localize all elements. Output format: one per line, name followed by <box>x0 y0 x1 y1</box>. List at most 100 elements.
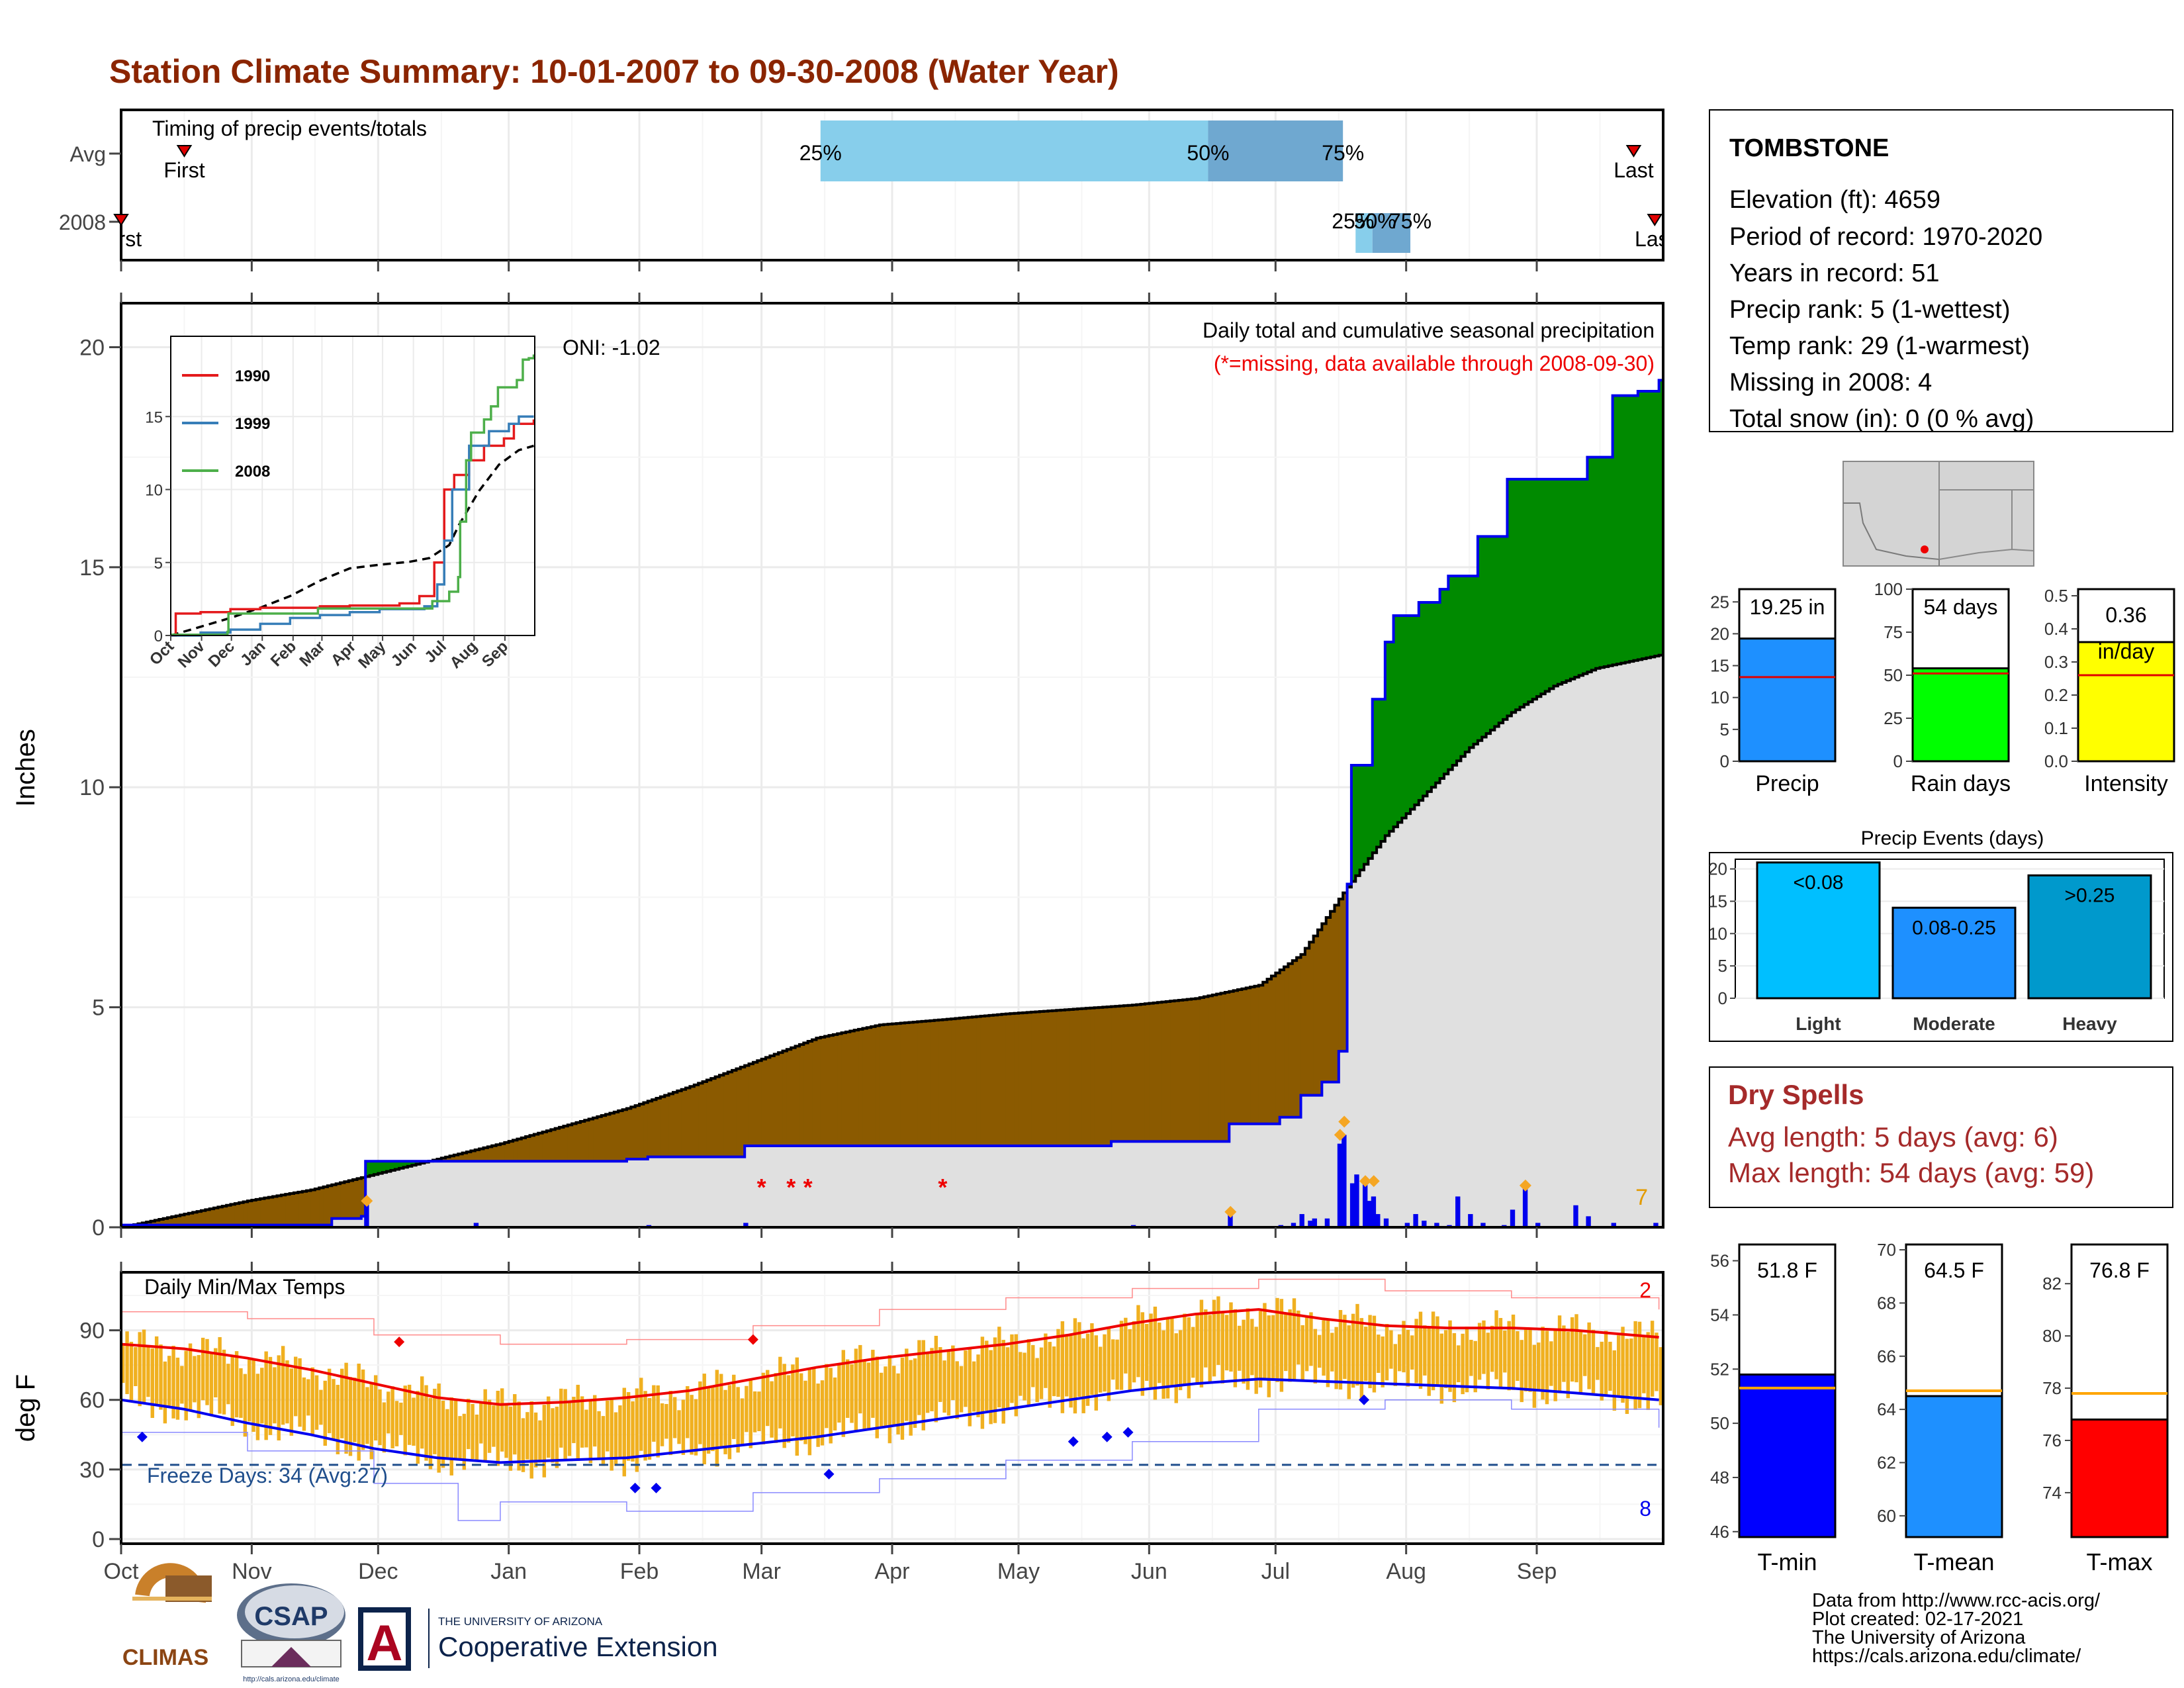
station-line-temp-rank: Temp rank: 29 (1-warmest) <box>1729 332 2030 360</box>
deficit-fill <box>1170 1001 1175 1142</box>
deficit-fill <box>1031 1011 1036 1147</box>
record-high-marker <box>394 1336 405 1348</box>
deficit-fill <box>314 1188 320 1225</box>
month-label: Nov <box>232 1559 271 1584</box>
timing-avg-q50-label: 50% <box>1187 141 1229 165</box>
temp-top-count: 2 <box>1639 1278 1651 1302</box>
daily-temp-range-bar <box>433 1388 437 1454</box>
deficit-fill <box>310 1190 316 1225</box>
surplus-fill <box>1629 395 1635 662</box>
small-temp-ytick-label: 70 <box>1877 1240 1896 1260</box>
deficit-fill <box>951 1019 956 1147</box>
deficit-fill <box>441 1158 446 1162</box>
daily-temp-range-bar <box>1073 1318 1077 1414</box>
deficit-fill <box>618 1111 623 1162</box>
daily-temp-range-bar <box>1267 1315 1271 1397</box>
daily-temp-range-bar <box>222 1349 226 1415</box>
deficit-fill <box>1077 1009 1083 1147</box>
deficit-fill <box>694 1084 699 1157</box>
missing-day-mark: * <box>803 1174 813 1201</box>
daily-temp-range-bar <box>1427 1326 1431 1396</box>
deficit-fill <box>1208 996 1213 1142</box>
daily-temp-range-bar <box>1490 1325 1494 1372</box>
small-precip-ytick-label: 0 <box>1720 751 1729 771</box>
deficit-fill <box>289 1194 295 1225</box>
daily-temp-range-bar <box>184 1350 188 1421</box>
surplus-fill <box>1537 479 1541 697</box>
deficit-fill <box>833 1034 838 1147</box>
daily-precip-bar <box>1342 1135 1347 1226</box>
daily-temp-range-bar <box>681 1399 686 1455</box>
deficit-fill <box>795 1046 800 1147</box>
daily-temp-range-bar <box>1284 1313 1288 1372</box>
daily-temp-range-bar <box>1111 1339 1115 1380</box>
daily-temp-range-bar <box>1486 1333 1490 1390</box>
deficit-fill <box>555 1128 560 1162</box>
daily-precip-bar <box>1308 1221 1313 1226</box>
daily-temp-range-bar <box>951 1345 955 1401</box>
timing-bar-q25-q50 <box>820 120 1208 181</box>
daily-temp-range-bar <box>652 1385 656 1442</box>
deficit-fill <box>892 1023 897 1147</box>
daily-temp-range-bar <box>122 1344 125 1383</box>
daily-temp-range-bar <box>1258 1311 1263 1387</box>
deficit-fill <box>285 1194 291 1225</box>
deficit-fill <box>1010 1013 1015 1147</box>
deficit-fill <box>761 1058 766 1147</box>
surplus-fill <box>1377 699 1382 847</box>
daily-temp-range-bar <box>1604 1331 1608 1395</box>
daily-precip-max-marker <box>1359 1175 1372 1188</box>
daily-temp-range-bar <box>1338 1309 1343 1390</box>
surplus-fill <box>1443 589 1449 774</box>
daily-temp-range-bar <box>1507 1321 1511 1391</box>
daily-temp-range-bar <box>593 1395 597 1447</box>
daily-temp-range-bar <box>394 1401 399 1446</box>
precip-panel-title: Daily total and cumulative seasonal prec… <box>1203 318 1655 342</box>
precip-count-label: 7 <box>1635 1185 1648 1210</box>
daily-temp-range-bar <box>606 1400 610 1452</box>
daily-temp-range-bar <box>1385 1324 1389 1381</box>
deficit-fill <box>1094 1008 1099 1147</box>
small-precip-ytick-label: 15 <box>1710 656 1729 676</box>
small-temp-bar <box>1905 1395 2003 1538</box>
surplus-fill <box>1385 641 1390 836</box>
daily-precip-bar <box>1278 1225 1284 1226</box>
deficit-fill <box>1220 993 1226 1142</box>
surplus-fill <box>1541 479 1546 694</box>
small-temp-ytick-label: 80 <box>2042 1326 2062 1346</box>
surplus-fill <box>1650 391 1655 657</box>
deficit-fill <box>668 1094 674 1157</box>
locator-map <box>1843 461 2034 567</box>
daily-temp-range-bar <box>631 1401 635 1462</box>
daily-temp-range-bar <box>1132 1321 1136 1383</box>
daily-temp-range-bar <box>1090 1323 1094 1395</box>
deficit-fill <box>803 1043 809 1147</box>
small-temp-category: T-min <box>1758 1548 1817 1575</box>
daily-temp-range-bar <box>1014 1334 1019 1417</box>
daily-temp-range-bar <box>260 1368 264 1424</box>
deficit-fill <box>1103 1007 1108 1147</box>
daily-temp-range-bar <box>829 1368 833 1444</box>
dry-spells-title: Dry Spells <box>1728 1079 1864 1110</box>
events-bar <box>2027 874 2152 1000</box>
inset-legend-label-1990: 1990 <box>235 367 270 385</box>
deficit-fill <box>807 1041 813 1147</box>
dry-spells-box: Dry Spells Avg length: 5 days (avg: 6) M… <box>1709 1066 2173 1208</box>
daily-temp-range-bar <box>727 1385 732 1460</box>
deficit-fill <box>1187 999 1192 1142</box>
daily-temp-range-bar <box>635 1388 639 1472</box>
surplus-fill <box>1642 391 1647 659</box>
surplus-fill <box>1612 395 1617 665</box>
daily-temp-range-bar <box>1048 1342 1052 1408</box>
deficit-fill <box>327 1186 332 1225</box>
daily-temp-range-bar <box>1596 1346 1600 1380</box>
climas-logo-text: CLIMAS <box>122 1645 208 1670</box>
daily-temp-range-bar <box>913 1358 917 1429</box>
surplus-fill <box>1616 395 1621 665</box>
deficit-fill <box>652 1100 657 1157</box>
daily-temp-range-bar <box>1313 1329 1318 1383</box>
daily-temp-range-bar <box>1174 1333 1178 1403</box>
temp-bottom-count: 8 <box>1639 1497 1651 1521</box>
daily-precip-bar <box>1468 1214 1473 1226</box>
daily-temp-range-bar <box>1389 1330 1393 1369</box>
